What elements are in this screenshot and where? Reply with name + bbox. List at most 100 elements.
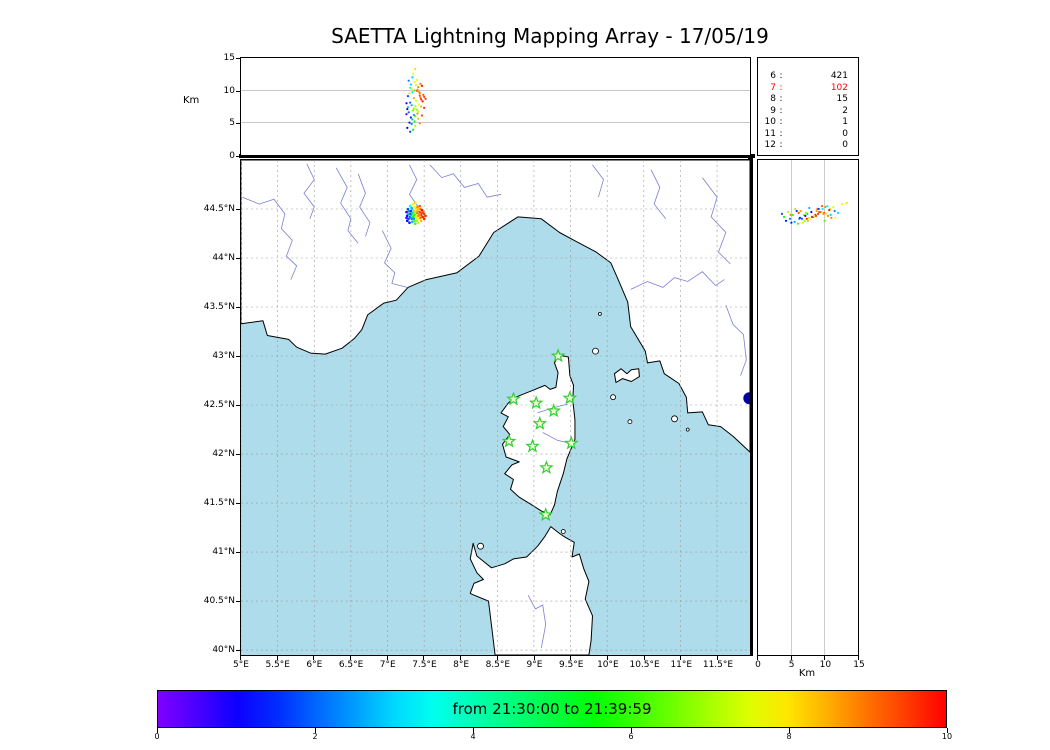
lon-tick-label: 6.5°E xyxy=(338,660,364,670)
lightning-point xyxy=(415,216,419,220)
tick-mark xyxy=(789,728,790,733)
lightning-point xyxy=(803,219,806,222)
river xyxy=(429,164,502,198)
lightning-point xyxy=(799,209,802,213)
lightning-point xyxy=(418,122,421,125)
station-star xyxy=(501,433,517,448)
lightning-point xyxy=(413,222,417,225)
lightning-point xyxy=(414,207,418,211)
island xyxy=(610,394,616,401)
station-count-text: 6 xyxy=(770,71,776,81)
lightning-point xyxy=(780,212,784,215)
station-count-text: 0 xyxy=(842,128,848,139)
island xyxy=(671,415,678,423)
station-star xyxy=(550,348,566,363)
station-count-text: 10 xyxy=(764,117,776,127)
lightning-point xyxy=(416,221,420,224)
lightning-point xyxy=(829,213,832,216)
river xyxy=(303,163,315,219)
tick-mark xyxy=(423,656,425,660)
lon-tick-label: 9°E xyxy=(526,660,543,670)
lightning-point xyxy=(405,102,408,105)
lat-tick-label: 42.5°N xyxy=(203,400,235,411)
alt-tick-label: 10 xyxy=(223,85,235,96)
lightning-point xyxy=(826,205,829,208)
lightning-point xyxy=(412,113,415,117)
lightning-point xyxy=(414,115,417,118)
map-panel xyxy=(240,159,751,656)
coastline-sardinia xyxy=(469,526,594,655)
station-count-legend: 6:421 7:102 8:15 9:2 10:1 11:0 12:0 xyxy=(757,57,859,156)
lightning-point xyxy=(804,214,807,217)
lightning-point xyxy=(410,104,413,107)
lightning-point xyxy=(805,217,808,220)
figure-title: SAETTA Lightning Mapping Array - 17/05/1… xyxy=(331,24,769,48)
lightning-point xyxy=(415,108,418,111)
station-count-text: 2 xyxy=(842,105,848,116)
station-count-text: 8 xyxy=(770,94,776,104)
station-count-text: : xyxy=(779,128,783,139)
colorbar-tick-label: 4 xyxy=(470,732,476,741)
lightning-point xyxy=(810,210,813,214)
lightning-point xyxy=(413,120,416,123)
station-star xyxy=(539,460,554,474)
lightning-point xyxy=(417,90,421,93)
lightning-point xyxy=(414,104,417,107)
lightning-point xyxy=(824,205,827,209)
km-tick-label: 0 xyxy=(755,660,761,670)
lightning-point xyxy=(796,222,800,225)
alt-tick-label: 0 xyxy=(229,151,235,161)
lightning-point xyxy=(406,106,410,109)
station-count-text: 0 xyxy=(842,140,848,150)
lightning-point xyxy=(417,110,420,113)
lightning-point xyxy=(422,93,425,96)
lightning-point xyxy=(409,116,412,119)
lightning-point xyxy=(415,78,418,82)
lightning-point xyxy=(820,205,824,208)
tick-mark xyxy=(790,656,792,660)
river xyxy=(650,169,667,220)
coastline-elba xyxy=(613,368,640,383)
lightning-point xyxy=(414,99,418,102)
lat-tick-label: 41.5°N xyxy=(203,498,235,509)
lightning-point xyxy=(419,96,422,99)
station-count-text: : xyxy=(779,140,783,150)
lightning-point xyxy=(417,86,420,89)
lightning-point xyxy=(812,214,816,217)
lon-tick-label: 8.5°E xyxy=(485,660,511,670)
colorbar-label: from 21:30:00 to 21:39:59 xyxy=(452,700,652,718)
lightning-point xyxy=(406,95,410,98)
lightning-point xyxy=(419,82,422,85)
lon-tick-label: 10.5°E xyxy=(629,660,660,670)
station-count-text: 9 xyxy=(770,105,776,116)
colorbar-tick-label: 8 xyxy=(786,732,792,741)
lightning-point xyxy=(420,114,424,117)
lightning-point xyxy=(786,210,790,214)
lightning-point xyxy=(806,219,810,222)
lightning-point xyxy=(408,215,412,219)
station-count-text: 1 xyxy=(842,117,848,127)
station-star xyxy=(506,391,521,406)
axis-spine-horizontal xyxy=(239,154,755,158)
lightning-point xyxy=(406,212,410,216)
lon-tick-label: 11°E xyxy=(670,660,693,670)
river xyxy=(592,164,604,198)
lightning-point xyxy=(818,210,822,214)
lake xyxy=(743,392,750,405)
lightning-point xyxy=(788,217,792,220)
station-count-text: : xyxy=(779,82,783,93)
time-colorbar: from 21:30:00 to 21:39:59 xyxy=(157,690,947,728)
lightning-point xyxy=(409,101,412,104)
coastline-mainland xyxy=(241,160,750,453)
altitude-latitude-plot xyxy=(780,160,848,655)
station-count-text: : xyxy=(779,105,783,116)
lightning-point xyxy=(823,219,826,222)
geographic-map xyxy=(241,160,750,655)
lightning-point xyxy=(415,219,419,223)
lightning-point xyxy=(408,212,412,216)
tick-mark xyxy=(473,728,474,733)
lightning-point xyxy=(420,105,423,108)
lat-tick-label: 44°N xyxy=(212,253,235,264)
tick-mark xyxy=(680,656,682,660)
station-count-text: 7 xyxy=(770,82,776,93)
